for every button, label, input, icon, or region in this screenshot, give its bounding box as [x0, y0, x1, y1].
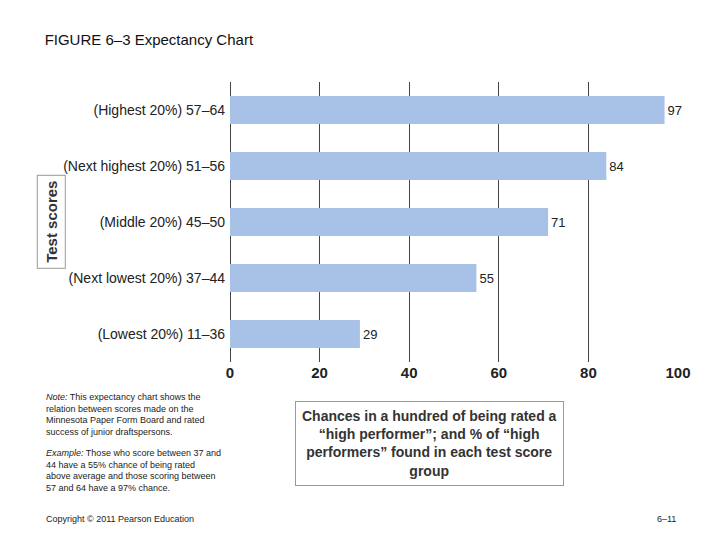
svg-text:6–11: 6–11 [657, 514, 676, 524]
svg-text:(Highest 20%) 57–64: (Highest 20%) 57–64 [93, 102, 225, 118]
svg-text:40: 40 [401, 364, 418, 381]
svg-text:84: 84 [609, 159, 623, 174]
svg-text:Chances in a hundred of being: Chances in a hundred of being rated a“hi… [302, 408, 557, 479]
svg-text:97: 97 [668, 103, 682, 118]
svg-text:FIGURE 6–3 Expectancy Chart: FIGURE 6–3 Expectancy Chart [45, 31, 254, 48]
svg-text:(Next lowest 20%) 37–44: (Next lowest 20%) 37–44 [69, 270, 226, 286]
svg-text:Test scores: Test scores [43, 181, 60, 263]
svg-text:20: 20 [311, 364, 328, 381]
svg-text:29: 29 [363, 327, 377, 342]
svg-text:60: 60 [490, 364, 507, 381]
svg-text:Note: This expectancy chart sh: Note: This expectancy chart shows therel… [46, 392, 205, 437]
svg-text:80: 80 [580, 364, 597, 381]
svg-text:Copyright © 2011 Pearson Educa: Copyright © 2011 Pearson Education [46, 514, 194, 524]
svg-text:100: 100 [665, 364, 690, 381]
svg-text:Example: Those who score betwe: Example: Those who score between 37 and4… [46, 448, 221, 493]
svg-text:0: 0 [226, 364, 234, 381]
svg-text:71: 71 [551, 215, 565, 230]
svg-text:(Middle 20%) 45–50: (Middle 20%) 45–50 [100, 214, 226, 230]
svg-text:(Lowest 20%) 11–36: (Lowest 20%) 11–36 [98, 326, 226, 342]
svg-text:55: 55 [479, 271, 493, 286]
svg-text:(Next highest 20%) 51–56: (Next highest 20%) 51–56 [63, 158, 225, 174]
